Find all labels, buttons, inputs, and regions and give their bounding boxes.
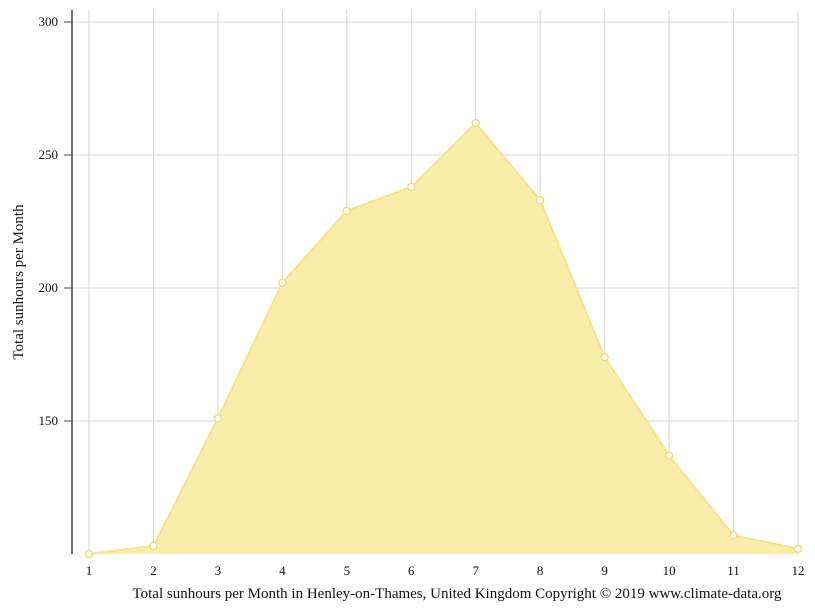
x-tick-label: 4 — [279, 563, 286, 578]
x-tick-label: 2 — [150, 563, 157, 578]
data-point-8 — [535, 195, 545, 205]
y-tick-label: 250 — [39, 147, 59, 162]
x-tick-label: 5 — [344, 563, 351, 578]
x-tick-label: 9 — [601, 563, 608, 578]
data-point-9 — [600, 352, 609, 362]
x-tick-label: 11 — [727, 563, 740, 578]
data-point-4 — [278, 278, 287, 287]
data-point-10 — [664, 451, 674, 460]
data-point-1 — [84, 549, 94, 559]
y-tick-label: 300 — [39, 14, 59, 29]
data-point-3 — [213, 414, 223, 423]
axes — [64, 10, 73, 554]
x-tick-label: 1 — [86, 563, 93, 578]
sunhours-area — [89, 123, 798, 554]
x-tick-label: 6 — [408, 563, 415, 578]
x-tick-label: 7 — [472, 563, 479, 578]
y-axis-label: Total sunhours per Month — [11, 204, 27, 360]
data-point-7 — [471, 118, 480, 128]
x-tick-label: 12 — [792, 563, 805, 578]
data-point-2 — [149, 541, 158, 551]
x-tick-label: 3 — [215, 563, 222, 578]
x-tick-label: 10 — [663, 563, 676, 578]
data-point-5 — [342, 206, 352, 216]
data-point-11 — [729, 531, 738, 540]
data-point-12 — [793, 544, 803, 553]
x-tick-labels: 1 2 3 4 5 6 7 8 9 10 11 12 — [86, 563, 805, 578]
y-tick-labels: 150 200 250 300 — [39, 14, 59, 428]
y-tick-label: 200 — [39, 280, 59, 295]
x-axis-label: Total sunhours per Month in Henley-on-Th… — [133, 586, 782, 602]
data-points — [84, 118, 803, 559]
x-tick-label: 8 — [537, 563, 544, 578]
y-tick-label: 150 — [39, 413, 59, 428]
data-point-6 — [407, 182, 416, 192]
sunhours-line — [88, 121, 799, 555]
